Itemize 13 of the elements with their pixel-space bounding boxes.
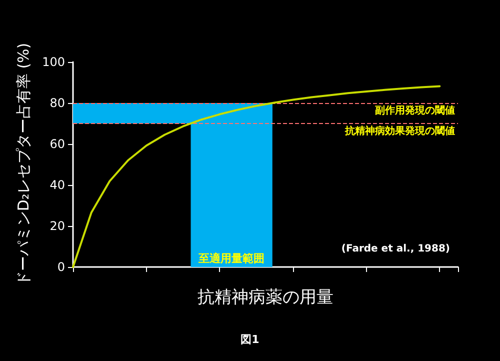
ref-line-label: 副作用発現の閾値 [375,104,455,116]
caption: 図1 [240,333,260,346]
y-tick-label: 20 [50,219,65,233]
y-tick-label: 0 [57,260,65,274]
y-tick-label: 80 [50,96,65,110]
band-label: 至適用量範囲 [198,252,265,265]
annotation: (Farde et al., 1988) [341,244,450,254]
x-axis-title: 抗精神病薬の用量 [198,288,334,308]
y-tick-label: 40 [50,178,65,192]
y-tick-label: 60 [50,137,65,151]
y-tick-label: 100 [42,55,65,69]
y-axis-title: ドーパミンD₂レセプター占有率 (%) [14,42,33,286]
ref-line-label: 抗精神病効果発現の閾値 [344,125,455,137]
